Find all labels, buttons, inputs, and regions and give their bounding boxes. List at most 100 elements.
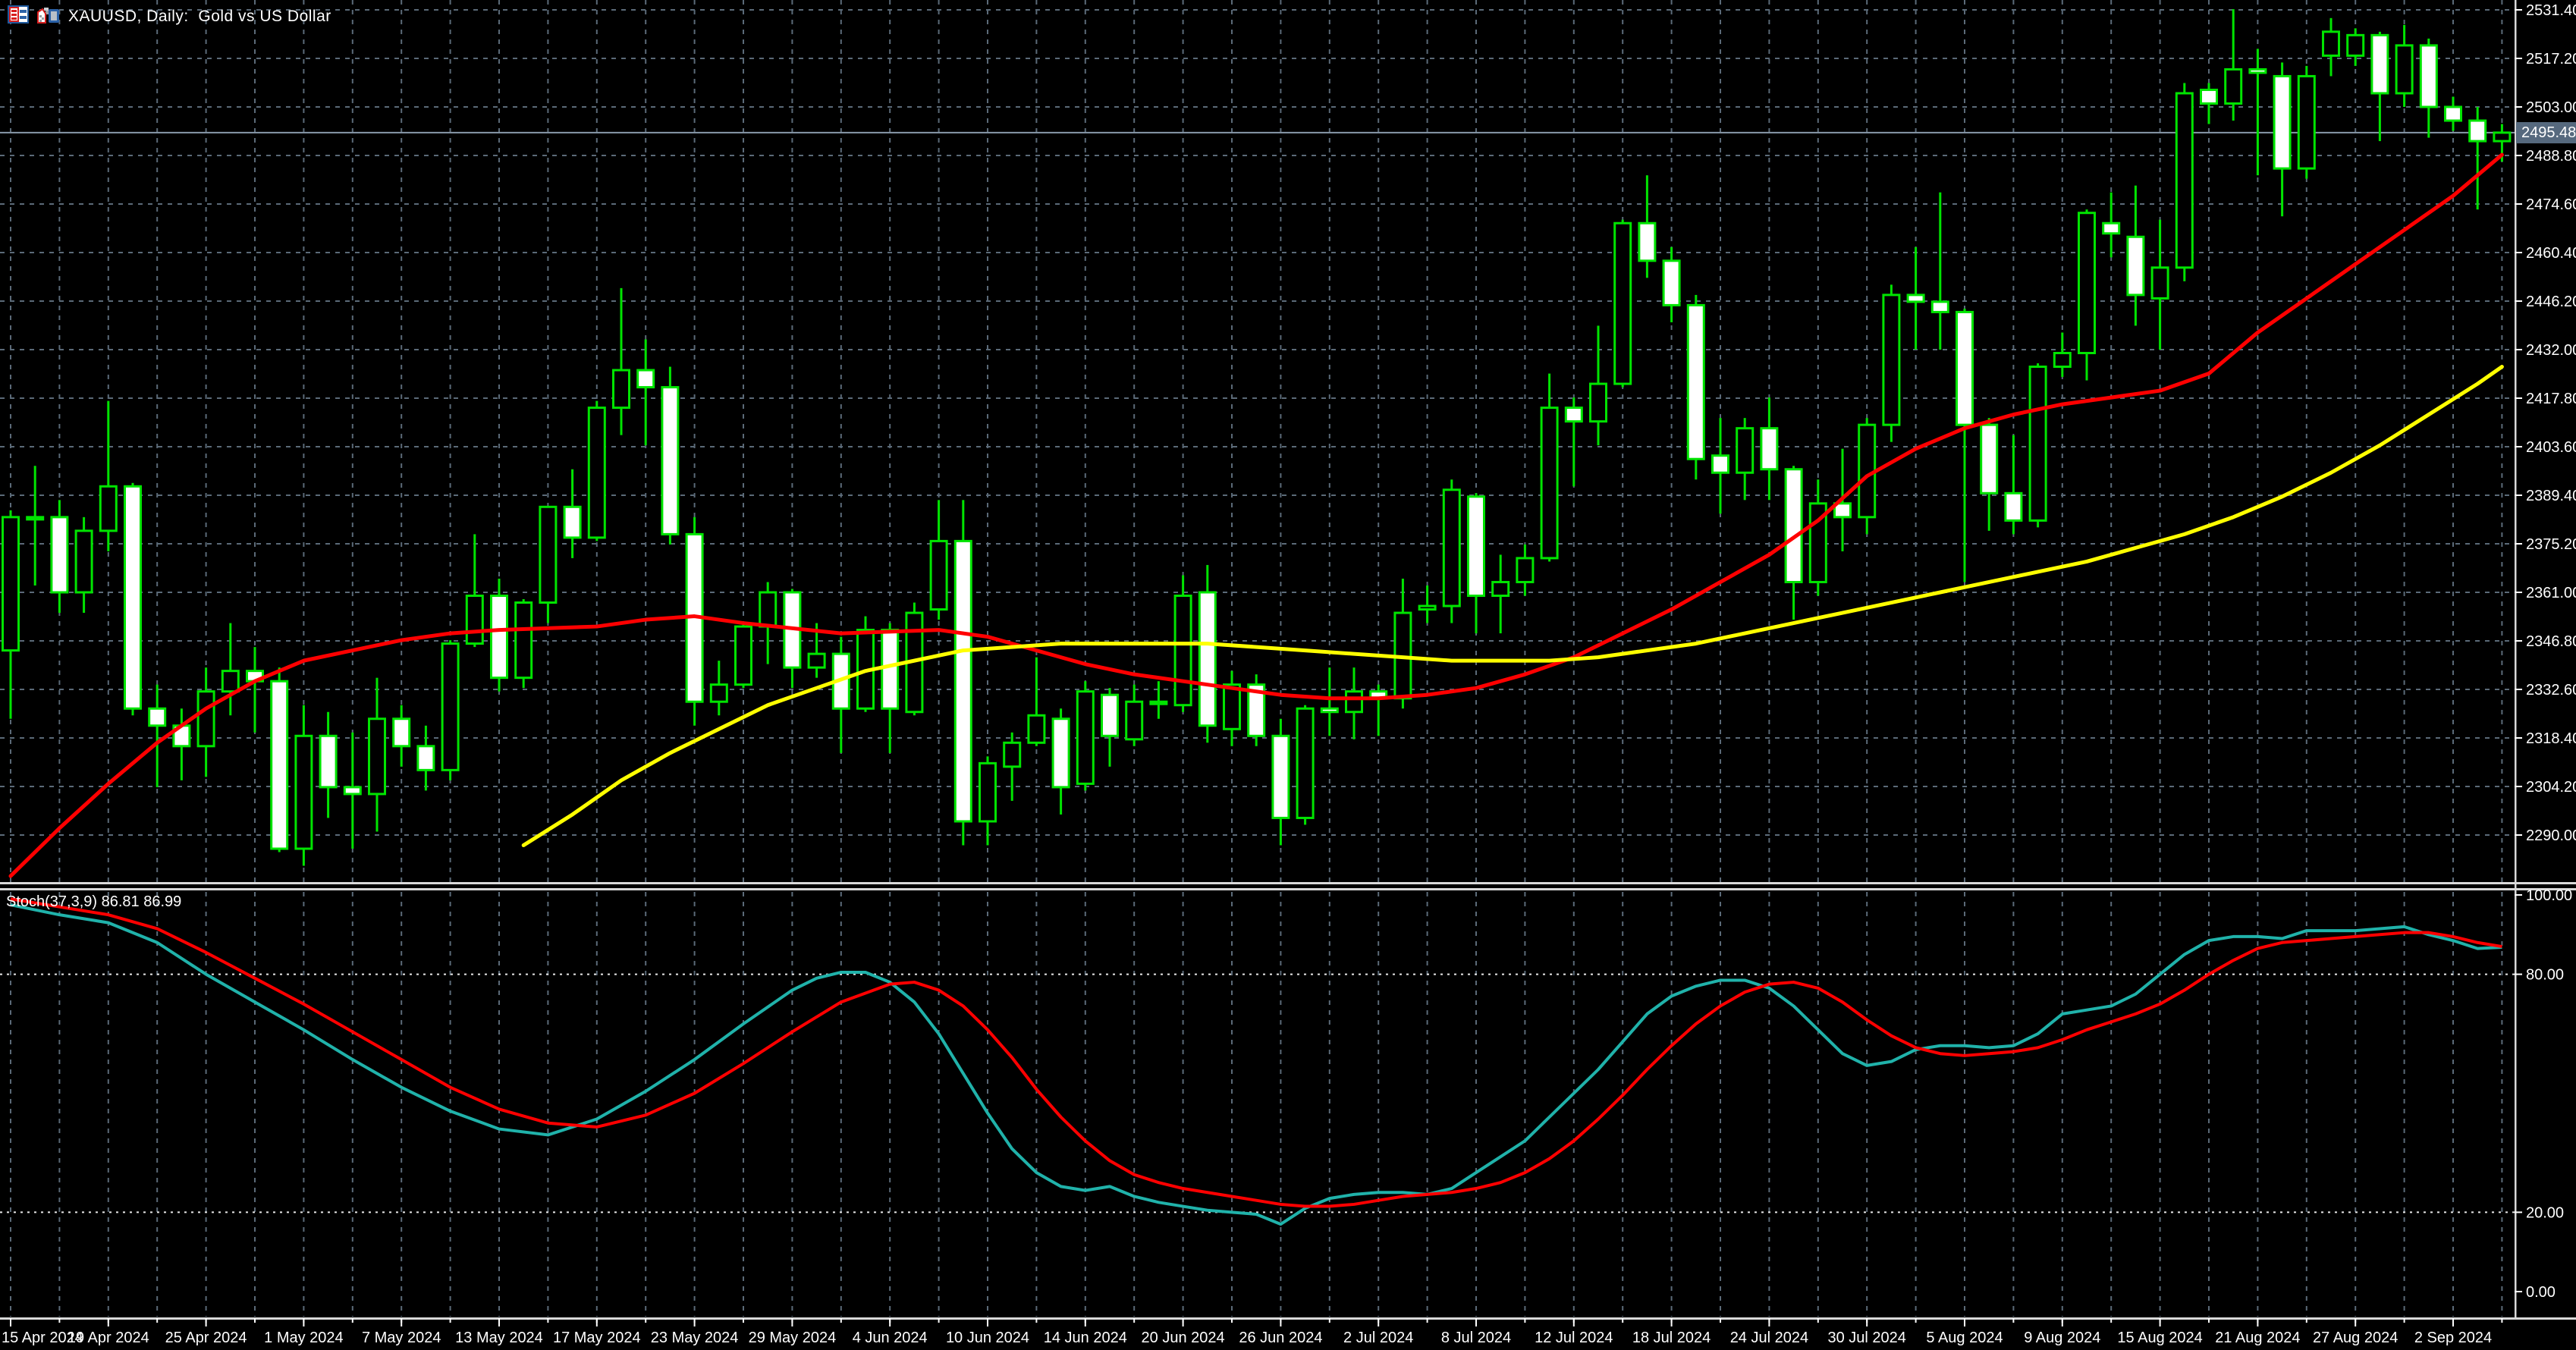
candle <box>1906 246 1925 350</box>
candle <box>1051 708 1070 815</box>
stoch-main-line <box>10 903 2502 1226</box>
candle <box>124 482 142 716</box>
time-axis[interactable] <box>0 1319 2576 1350</box>
date-tick-label: 15 Apr 2024 <box>2 1330 83 1346</box>
candle <box>2297 65 2316 179</box>
candle <box>881 623 900 753</box>
chart-title: XAUUSD, Daily: Gold vs US Dollar <box>68 7 331 25</box>
candle <box>587 400 606 542</box>
candle <box>563 469 582 558</box>
candle <box>2053 332 2072 378</box>
date-tick-label: 20 Jun 2024 <box>1142 1330 1225 1346</box>
candle <box>441 640 460 780</box>
date-tick-label: 17 May 2024 <box>553 1330 641 1346</box>
candle <box>1101 688 1119 767</box>
price-tick-label: 2417.80 <box>2526 391 2576 407</box>
candle <box>221 623 240 716</box>
date-tick-label: 7 May 2024 <box>362 1330 441 1346</box>
stochastic-indicator-label: Stoch(37,3,9) 86.81 86.99 <box>6 893 182 910</box>
candle <box>2444 96 2462 131</box>
candle <box>2175 83 2194 281</box>
candle <box>1711 418 1729 514</box>
candle <box>1125 684 1144 746</box>
grid-lines <box>0 0 2515 1317</box>
candle <box>99 400 118 551</box>
date-tick-label: 5 Aug 2024 <box>1926 1330 2003 1346</box>
candle <box>1638 175 1657 278</box>
panel-splitter[interactable] <box>0 881 2576 891</box>
candle <box>392 705 411 767</box>
candle <box>1149 681 1168 719</box>
stoch-tick-label: 20.00 <box>2526 1204 2564 1221</box>
candle <box>1784 466 1803 620</box>
candle <box>1442 479 1461 623</box>
current-price-tag: 2495.48 <box>2516 121 2576 143</box>
date-tick-label: 12 Jul 2024 <box>1535 1330 1613 1346</box>
candle <box>1956 308 1974 582</box>
date-tick-label: 30 Jul 2024 <box>1827 1330 1905 1346</box>
candle <box>2102 192 2121 258</box>
date-tick-label: 25 Apr 2024 <box>165 1330 247 1346</box>
date-tick-label: 15 Aug 2024 <box>2117 1330 2202 1346</box>
price-tick-label: 2332.60 <box>2526 682 2576 699</box>
candle <box>1320 667 1339 736</box>
candle <box>661 366 680 545</box>
candle <box>612 287 630 435</box>
candle <box>2126 185 2145 326</box>
price-tick-label: 2389.40 <box>2526 488 2576 504</box>
candle <box>2004 435 2023 535</box>
candle <box>953 500 972 846</box>
candle <box>539 505 558 623</box>
candle <box>1516 544 1535 596</box>
price-tick-label: 2474.60 <box>2526 196 2576 213</box>
price-tick-label: 2488.80 <box>2526 148 2576 165</box>
date-tick-label: 1 May 2024 <box>264 1330 344 1346</box>
date-tick-label: 24 Jul 2024 <box>1730 1330 1808 1346</box>
price-tick-label: 2346.80 <box>2526 633 2576 650</box>
candle <box>759 582 778 664</box>
price-tick-label: 2432.00 <box>2526 342 2576 359</box>
date-tick-label: 19 Apr 2024 <box>68 1330 149 1346</box>
market-watch-icon <box>8 5 29 28</box>
candle <box>2028 363 2047 528</box>
candle <box>709 661 728 716</box>
candle <box>783 589 802 689</box>
candle <box>636 339 655 446</box>
stoch-level-lines <box>0 973 2515 1213</box>
date-tick-label: 18 Jul 2024 <box>1632 1330 1711 1346</box>
candle <box>294 705 313 866</box>
candle <box>196 667 215 777</box>
candle <box>1467 493 1485 634</box>
price-tick-label: 2446.20 <box>2526 294 2576 310</box>
candle <box>2200 83 2218 124</box>
date-tick-label: 21 Aug 2024 <box>2215 1330 2300 1346</box>
price-axis[interactable] <box>2515 0 2576 1317</box>
stoch-tick-label: 0.00 <box>2526 1284 2556 1301</box>
candle <box>2370 31 2389 142</box>
candle <box>734 623 752 689</box>
candle <box>1564 397 1583 487</box>
price-tick-label: 2460.40 <box>2526 245 2576 262</box>
date-tick-label: 10 Jun 2024 <box>946 1330 1029 1346</box>
candle <box>1418 585 1437 623</box>
candle <box>270 667 289 852</box>
candle <box>1369 684 1388 736</box>
candle <box>368 677 386 832</box>
candle <box>1393 578 1412 709</box>
candle <box>1613 219 1632 388</box>
candle <box>1198 564 1217 743</box>
candle <box>319 711 338 818</box>
candle <box>1491 554 1510 634</box>
candle <box>2395 24 2414 107</box>
candle <box>2078 209 2096 381</box>
ma-slow-yellow-line <box>521 365 2504 848</box>
stoch-tick-label: 80.00 <box>2526 967 2564 984</box>
candle <box>1003 732 1022 801</box>
price-tick-label: 2361.00 <box>2526 585 2576 601</box>
chart-title-bar: XAUUSD, Daily: Gold vs US Dollar <box>8 5 331 28</box>
candle <box>1223 670 1241 746</box>
candle <box>1296 705 1315 825</box>
